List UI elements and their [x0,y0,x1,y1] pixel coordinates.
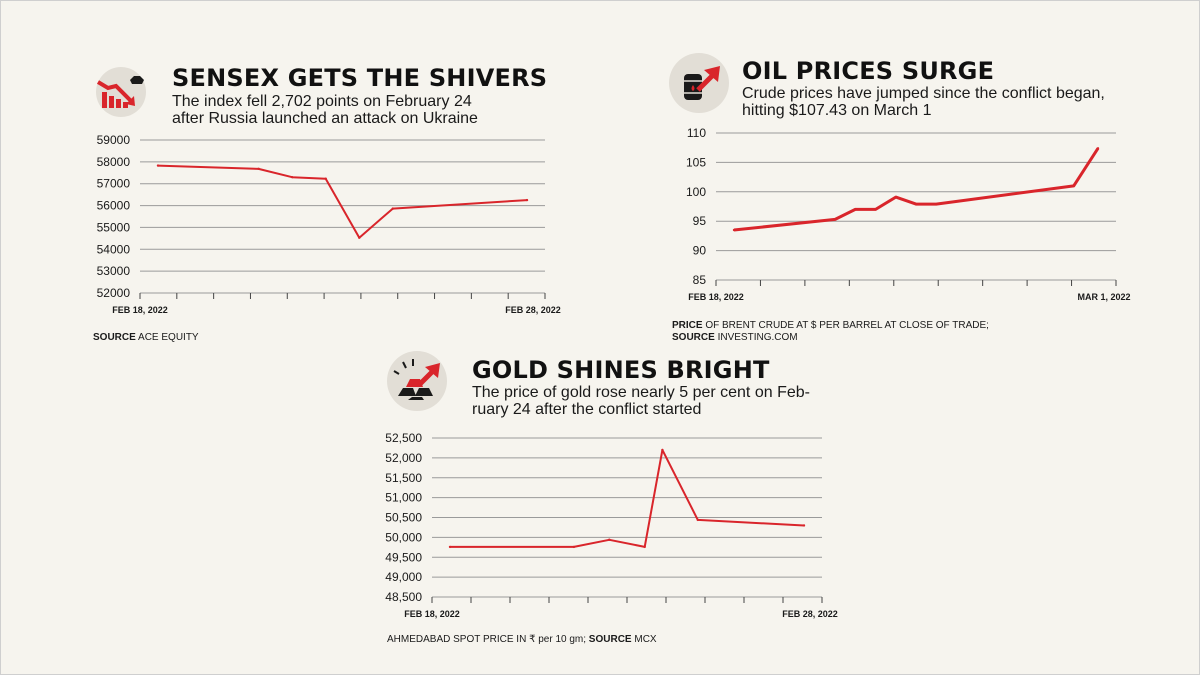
gold-subtitle: The price of gold rose nearly 5 per cent… [472,384,810,418]
gold-y-tick-label: 52,500 [385,431,422,445]
oil-subtitle-line-1: Crude prices have jumped since the confl… [742,85,1105,102]
oil-y-tick-label: 95 [693,214,707,228]
oil-data-point [935,202,938,206]
sensex-y-tick-label: 58000 [97,155,131,169]
sensex-source-text: ACE EQUITY [138,332,199,343]
gold-y-tick-label: 50,000 [385,530,422,544]
gold-subtitle-line-1: The price of gold rose nearly 5 per cent… [472,384,810,401]
oil-note-text-1: OF BRENT CRUDE AT $ PER BARREL AT CLOSE … [705,320,989,331]
gold-title: GOLD SHINES BRIGHT [472,356,770,384]
gold-y-tick-label: 49,000 [385,570,422,584]
oil-data-point [914,202,918,206]
oil-note-label-1: PRICE [672,320,703,331]
gold-data-point [608,538,611,541]
gold-line-chart: 52,500 52,000 51,500 51,000 50,500 50,000 49,5… [385,431,837,619]
gold-note-text: AHMEDABAD SPOT PRICE IN ₹ per 10 gm; [387,634,587,645]
gold-y-tick-label: 49,500 [385,550,422,564]
sensex-y-tick-label: 59000 [97,133,131,147]
gold-data-point [696,518,699,522]
oil-note-text-2: INVESTING.COM [717,332,798,343]
oil-data-point [894,195,897,199]
gold-x-label-start: FEB 18, 2022 [404,609,460,619]
oil-y-tick-label: 100 [686,185,706,199]
gold-source-note: AHMEDABAD SPOT PRICE IN ₹ per 10 gm; SOU… [387,634,657,646]
sensex-y-tick-label: 52000 [97,286,131,300]
gold-data-point [643,545,646,549]
gold-data-point [572,545,576,549]
gold-data-point [802,524,806,527]
oil-subtitle: Crude prices have jumped since the confl… [742,85,1105,119]
oil-x-label-end: MAR 1, 2022 [1077,292,1130,302]
gold-y-tick-label: 52,000 [385,451,422,465]
sensex-data-point [525,198,529,202]
sensex-y-tick-label: 56000 [97,199,131,213]
oil-y-tick-label: 110 [687,126,706,140]
sensex-x-label-start: FEB 18, 2022 [112,305,168,315]
sensex-subtitle: The index fell 2,702 points on February … [172,93,478,127]
sensex-series-line [157,164,528,239]
gold-bars-rising-icon [387,351,447,411]
sensex-source-label: SOURCE [93,332,136,343]
oil-barrel-rising-icon [669,53,729,113]
sensex-subtitle-line-1: The index fell 2,702 points on February … [172,93,472,110]
gold-y-tick-label: 48,500 [385,590,422,604]
oil-data-point [833,218,837,221]
oil-data-point [732,228,736,232]
gold-y-tick-label: 51,500 [385,471,422,485]
oil-data-point [1096,147,1100,150]
sensex-line-chart: 59000 58000 57000 56000 55000 54000 53000 52000… [97,133,561,315]
gold-x-label-end: FEB 28, 2022 [782,609,838,619]
gold-data-point [448,545,452,549]
oil-y-tick-label: 90 [693,244,707,258]
sensex-data-point [257,167,260,171]
gold-subtitle-line-2: ruary 24 after the conflict started [472,401,702,418]
oil-y-tick-label: 85 [693,273,707,287]
oil-title: OIL PRICES SURGE [742,57,995,85]
oil-y-tick-label: 105 [686,155,706,169]
gold-data-point [661,448,664,452]
oil-data-point [1072,184,1075,188]
gold-source-text: MCX [634,634,657,645]
oil-data-point [854,208,857,211]
gold-source-label: SOURCE [588,634,632,645]
sensex-data-point [156,164,160,167]
sensex-subtitle-line-2: after Russia launched an attack on Ukrai… [172,110,478,127]
sensex-y-tick-label: 53000 [97,264,131,278]
gold-y-tick-label: 50,500 [385,511,422,525]
oil-x-label-start: FEB 18, 2022 [688,292,744,302]
sensex-data-point [358,236,361,239]
stock-decline-bull-icon [96,67,146,117]
oil-data-point [874,208,877,211]
sensex-x-label-end: FEB 28, 2022 [505,305,561,315]
oil-subtitle-line-2: hitting $107.43 on March 1 [742,102,932,119]
sensex-title: SENSEX GETS THE SHIVERS [172,64,548,92]
sensex-data-point [391,207,395,210]
oil-source-note: PRICE OF BRENT CRUDE AT $ PER BARREL AT … [672,320,989,344]
gold-series-line [450,448,805,548]
sensex-y-tick-label: 57000 [97,177,131,191]
sensex-source-note: SOURCE ACE EQUITY [93,332,199,344]
sensex-y-tick-label: 55000 [97,220,131,234]
oil-line-chart: 110 105 100 95 90 85 FEB 18, 2022 MAR 1, 2022 [686,126,1131,302]
sensex-data-point [324,177,327,180]
sensex-y-tick-label: 54000 [97,242,131,256]
oil-note-label-2: SOURCE [672,332,715,343]
sensex-data-point [290,175,294,179]
oil-series-line [733,147,1100,232]
gold-y-tick-label: 51,000 [385,491,422,505]
